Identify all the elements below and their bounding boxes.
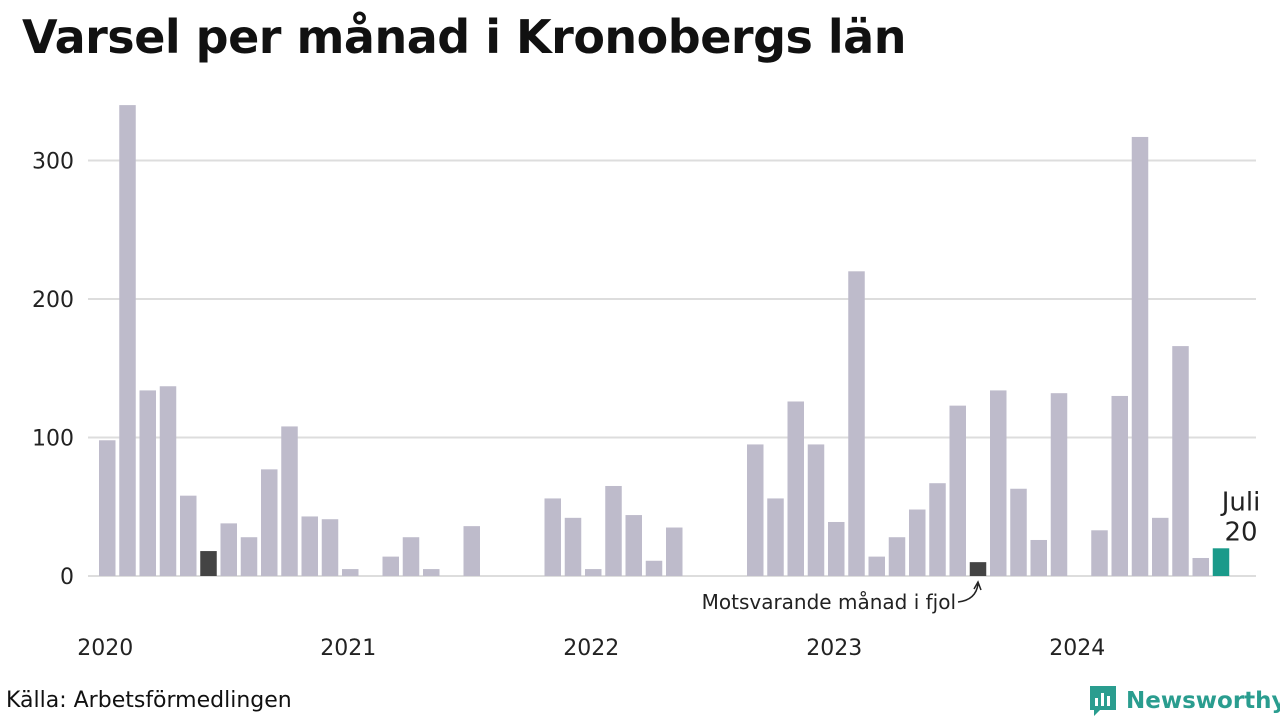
bar [423,569,440,576]
y-tick-label: 0 [60,565,74,590]
bar [848,271,865,576]
highlight-value-label: 20 [1224,517,1257,547]
bar [119,105,136,576]
x-tick-label: 2023 [806,636,862,661]
bar [1172,346,1189,576]
bar [1010,488,1027,576]
bar [99,440,116,576]
bar [807,444,825,576]
bar [949,405,966,576]
x-tick-label: 2024 [1049,636,1105,661]
bar [767,498,784,576]
bar [645,560,663,576]
bar [625,515,642,576]
newsworthy-logo-icon [1090,686,1116,716]
annotation-arrow [957,583,979,603]
bar [382,556,399,576]
bar [159,386,177,576]
brand-logo[interactable]: Newsworthy [1088,684,1280,718]
bar [342,569,359,576]
bar [544,498,561,576]
x-tick-label: 2020 [77,636,133,661]
bar [1131,136,1149,576]
bar [1091,530,1108,576]
bar [888,537,906,576]
bar [301,516,318,576]
bar [868,556,885,576]
x-tick-label: 2021 [320,636,376,661]
y-tick-label: 300 [32,150,74,175]
bar [463,526,480,576]
bar [747,444,764,576]
x-tick-label: 2022 [563,636,619,661]
brand-name: Newsworthy [1126,688,1280,714]
highlight-month-label: Juli [1220,487,1261,517]
bar [1050,393,1068,576]
bar [281,426,298,576]
annotation-arrowhead [973,580,982,591]
bar [1030,539,1047,576]
bar [200,551,217,576]
bar [909,509,926,576]
bar [261,469,278,576]
bar [585,569,602,576]
bar [666,527,683,576]
bar [220,523,237,576]
bar [1111,395,1128,576]
bar [139,390,156,576]
y-tick-label: 200 [32,288,74,313]
bar [1212,548,1230,576]
chart-title: Varsel per månad i Kronobergs län [22,10,906,64]
bar [402,537,420,576]
source-text: Källa: Arbetsförmedlingen [6,688,292,713]
bar [180,495,197,576]
bar [1192,557,1209,576]
bar [969,562,987,576]
bar [787,401,804,576]
annotation-label: Motsvarande månad i fjol [702,590,956,614]
bar [929,483,946,576]
bars [99,105,1230,576]
bar [321,519,339,576]
bar [605,485,622,576]
bar [1152,517,1169,576]
axis-labels: 0 100 200 300 2020 2021 2022 2023 2024 [32,150,1105,662]
bar [240,537,258,576]
bar [564,517,582,576]
y-tick-label: 100 [32,427,74,452]
bar [990,390,1007,576]
bar [828,521,845,576]
